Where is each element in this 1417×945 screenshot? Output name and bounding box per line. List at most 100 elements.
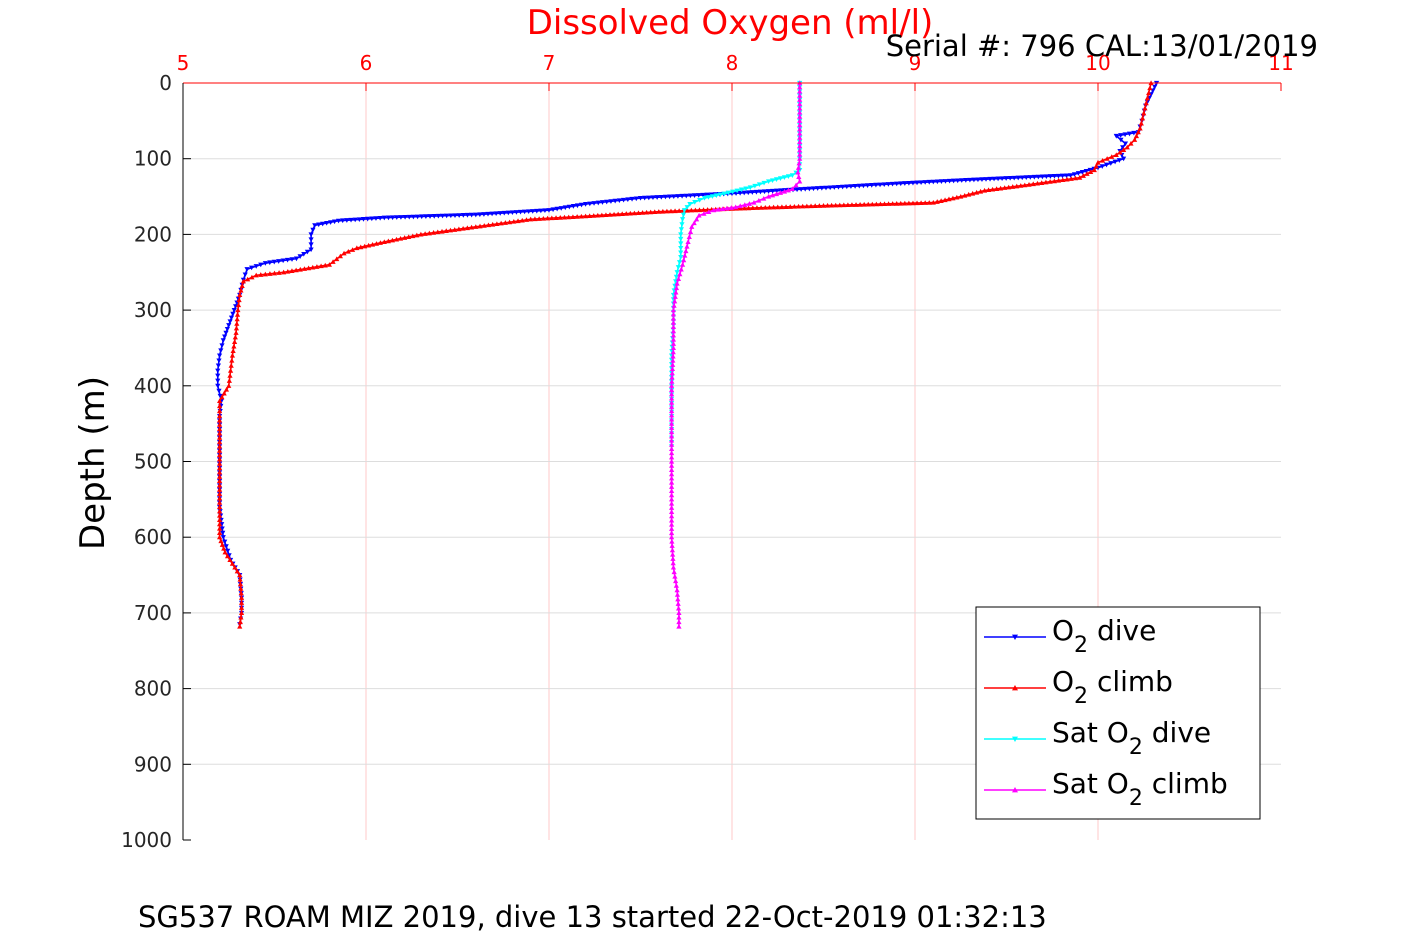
series-point bbox=[369, 241, 376, 247]
chart-subtitle: Serial #: 796 CAL:13/01/2019 bbox=[886, 29, 1318, 63]
series-point bbox=[757, 189, 764, 195]
series-point bbox=[285, 268, 291, 274]
series-point bbox=[669, 538, 675, 544]
series-point bbox=[1002, 185, 1008, 190]
series-point bbox=[238, 605, 245, 610]
series-point bbox=[873, 182, 879, 188]
series-point bbox=[1015, 175, 1021, 181]
series-point bbox=[267, 271, 273, 276]
series-point bbox=[752, 183, 758, 189]
series-point bbox=[669, 517, 675, 523]
series-point bbox=[236, 297, 242, 303]
series-point bbox=[669, 374, 675, 380]
series-point bbox=[669, 404, 675, 409]
series-point bbox=[700, 207, 707, 212]
series-point bbox=[669, 513, 675, 519]
series-point bbox=[672, 294, 678, 299]
series-point bbox=[217, 448, 223, 453]
series-point bbox=[232, 564, 238, 570]
legend-marker bbox=[1012, 787, 1018, 793]
series-point bbox=[1138, 120, 1144, 126]
series-point bbox=[553, 215, 559, 220]
series-point bbox=[724, 205, 730, 211]
series-point bbox=[684, 207, 690, 213]
series-point bbox=[289, 268, 295, 273]
series-point bbox=[918, 200, 924, 206]
series-point bbox=[938, 198, 944, 203]
series-point bbox=[679, 217, 686, 222]
series-point bbox=[833, 202, 839, 208]
series-point bbox=[639, 210, 646, 215]
series-point bbox=[721, 191, 727, 197]
series-point bbox=[219, 526, 225, 532]
series-point bbox=[728, 205, 734, 210]
series-point bbox=[1003, 176, 1009, 181]
series-point bbox=[219, 542, 225, 547]
series-point bbox=[422, 231, 428, 236]
series-point bbox=[293, 256, 300, 262]
series-point bbox=[669, 425, 675, 430]
series-point bbox=[326, 262, 332, 267]
series-point bbox=[344, 218, 350, 223]
series-point bbox=[737, 203, 743, 209]
series-point bbox=[676, 208, 682, 213]
series-point bbox=[848, 184, 854, 189]
series-point bbox=[682, 252, 688, 258]
series-point bbox=[902, 200, 908, 206]
series-point bbox=[766, 204, 773, 210]
y-tick-label: 800 bbox=[134, 677, 172, 701]
series-point bbox=[398, 215, 404, 220]
series-point bbox=[676, 619, 682, 625]
series-point bbox=[237, 292, 243, 298]
series-point bbox=[218, 538, 224, 544]
series-point bbox=[671, 194, 677, 200]
series-point bbox=[816, 203, 822, 208]
legend-label-main: Sat O bbox=[1052, 716, 1129, 749]
series-point bbox=[550, 207, 556, 213]
series-point bbox=[418, 231, 424, 237]
series-point bbox=[1055, 173, 1062, 179]
series-point bbox=[746, 205, 752, 211]
series-point bbox=[629, 196, 635, 202]
series-point bbox=[603, 212, 609, 218]
series-point bbox=[751, 200, 757, 205]
series-point bbox=[228, 315, 235, 321]
series-point bbox=[335, 218, 342, 224]
series-point bbox=[946, 196, 952, 202]
series-point bbox=[316, 222, 322, 228]
series-point bbox=[1131, 130, 1137, 136]
series-point bbox=[670, 307, 677, 313]
series-point bbox=[493, 211, 499, 217]
series-point bbox=[1091, 167, 1097, 173]
series-point bbox=[224, 326, 230, 332]
series-point bbox=[656, 209, 662, 214]
series-point bbox=[898, 181, 904, 187]
series-point bbox=[501, 210, 507, 216]
series-point bbox=[852, 184, 858, 189]
series-point bbox=[669, 429, 675, 435]
series-point bbox=[667, 194, 673, 200]
series-point bbox=[235, 307, 241, 313]
series-point bbox=[977, 188, 984, 194]
series-point bbox=[570, 214, 576, 220]
series-point bbox=[1047, 174, 1054, 179]
x-tick-label: 11 bbox=[1268, 51, 1293, 75]
series-point bbox=[704, 192, 710, 198]
series-point bbox=[435, 213, 441, 219]
series-point bbox=[221, 390, 227, 396]
series-point bbox=[340, 218, 346, 224]
series-point bbox=[669, 534, 675, 540]
series-point bbox=[669, 463, 675, 468]
series-point bbox=[611, 211, 617, 217]
series-point bbox=[797, 105, 803, 111]
series-point bbox=[439, 228, 445, 234]
series-point bbox=[902, 181, 908, 186]
series-point bbox=[561, 214, 568, 220]
series-point bbox=[1072, 175, 1079, 181]
series-point bbox=[797, 93, 803, 98]
series-point bbox=[583, 213, 589, 219]
series-point bbox=[330, 259, 336, 264]
series-point bbox=[672, 298, 678, 304]
series-point bbox=[670, 357, 676, 363]
series-point bbox=[967, 177, 973, 183]
